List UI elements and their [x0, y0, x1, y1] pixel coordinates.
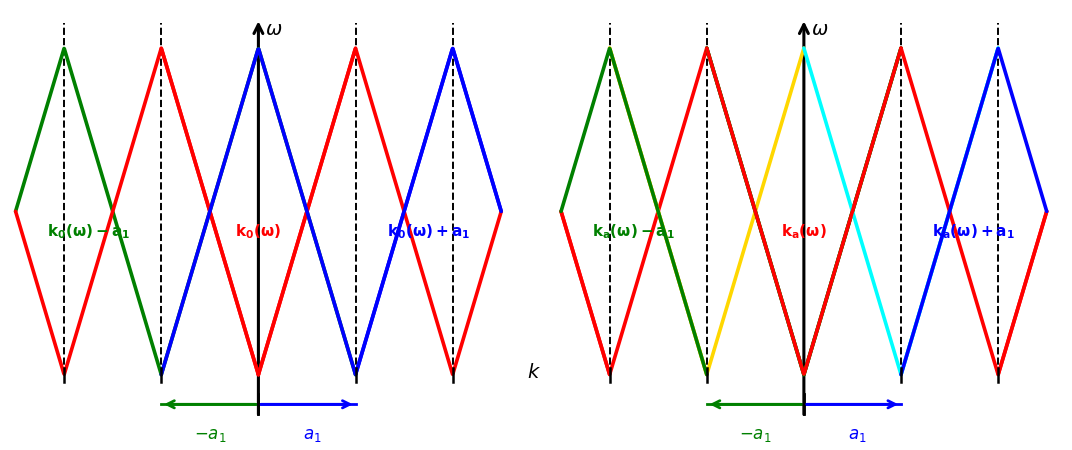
Text: $\mathbf{k_0(\omega) + a_1}$: $\mathbf{k_0(\omega) + a_1}$	[387, 222, 470, 240]
Text: $a_1$: $a_1$	[848, 426, 866, 444]
Text: $\mathbf{k_a(\omega) + a_1}$: $\mathbf{k_a(\omega) + a_1}$	[933, 222, 1015, 240]
Text: $-a_1$: $-a_1$	[739, 426, 772, 444]
Text: $\omega$: $\omega$	[810, 20, 829, 40]
Text: $\omega$: $\omega$	[265, 20, 283, 40]
Text: $\mathbf{k_0(\omega) - a_1}$: $\mathbf{k_0(\omega) - a_1}$	[47, 222, 130, 240]
Text: $a_1$: $a_1$	[302, 426, 322, 444]
Text: $k$: $k$	[527, 363, 541, 382]
Text: $\mathbf{k_0(\omega)}$: $\mathbf{k_0(\omega)}$	[236, 222, 282, 240]
Text: $\mathbf{k_a(\omega) - a_1}$: $\mathbf{k_a(\omega) - a_1}$	[593, 222, 675, 240]
Text: $\mathbf{k_a(\omega)}$: $\mathbf{k_a(\omega)}$	[781, 222, 827, 240]
Text: $-a_1$: $-a_1$	[194, 426, 226, 444]
